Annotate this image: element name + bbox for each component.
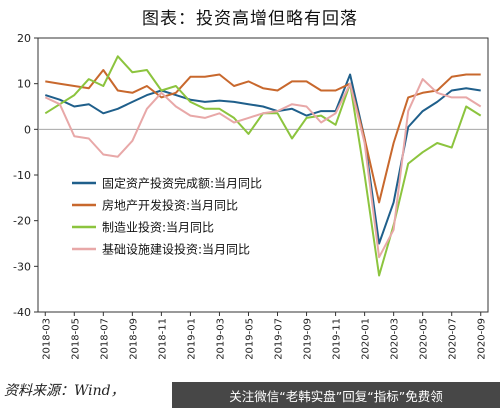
x-tick-label: 2020-09 (477, 318, 488, 360)
legend-label-3: 制造业投资:当月同比 (102, 220, 214, 235)
y-tick-label: -10 (13, 169, 31, 182)
legend-label-4: 基础设施建设投资:当月同比 (102, 242, 250, 257)
x-tick-label: 2019-01 (186, 318, 197, 360)
y-tick-label: -20 (13, 215, 31, 228)
chart-lines (44, 55, 482, 277)
chart-title: 图表：投资高增但略有回落 (142, 8, 358, 29)
plot-frame (37, 37, 489, 313)
legend-label-2: 房地产开发投资:当月同比 (102, 198, 238, 213)
x-tick-label: 2019-07 (274, 318, 285, 360)
series-line-2 (45, 69, 481, 204)
series-line-1 (44, 73, 481, 245)
watermark-text: 关注微信“老韩实盘”回复“指标”免费领 (229, 388, 443, 404)
y-tick-label: 0 (24, 123, 31, 136)
x-tick-label: 2020-05 (419, 318, 430, 360)
x-tick-label: 2020-03 (390, 318, 401, 360)
x-tick-label: 2019-05 (244, 318, 255, 360)
source-note: 资料来源：Wind， (4, 383, 125, 399)
x-tick-label: 2018-11 (157, 318, 168, 360)
watermark-banner: 关注微信“老韩实盘”回复“指标”免费领 (172, 382, 500, 408)
x-tick-label: 2020-01 (361, 318, 372, 360)
legend-label-1: 固定资产投资完成额:当月同比 (102, 176, 262, 191)
chart-axes: 20 10 0 -10 -20 -30 -40 2018-03 2018-05 2018-07 20… (13, 32, 489, 360)
x-tick-label: 2018-05 (70, 318, 81, 360)
x-tick-label: 2020-07 (448, 318, 459, 360)
x-tick-label: 2019-09 (303, 318, 314, 360)
chart-legend: 固定资产投资完成额:当月同比房地产开发投资:当月同比制造业投资:当月同比基础设施… (72, 176, 262, 257)
y-tick-label: -30 (13, 260, 31, 273)
line-chart: 20 10 0 -10 -20 -30 -40 2018-03 2018-05 2018-07 20… (13, 32, 489, 360)
y-tick-label: 20 (17, 32, 31, 45)
series-line-4 (44, 78, 482, 259)
x-tick-label: 2019-03 (215, 318, 226, 360)
x-tick-label: 2018-09 (128, 318, 139, 360)
chart-title-bar: 图表：投资高增但略有回落 (0, 0, 500, 32)
y-tick-label: -40 (13, 306, 31, 319)
x-tick-label: 2018-03 (41, 318, 52, 360)
y-tick-label: 10 (17, 78, 31, 91)
x-tick-label: 2019-11 (332, 318, 343, 360)
x-tick-label: 2018-07 (99, 318, 110, 360)
